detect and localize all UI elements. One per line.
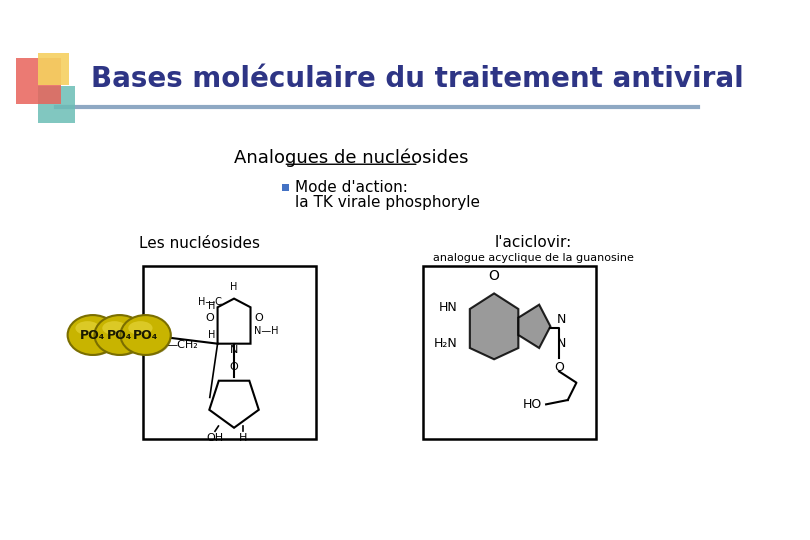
- Ellipse shape: [97, 318, 146, 356]
- Text: Analogues de nucléosides: Analogues de nucléosides: [234, 148, 468, 166]
- Ellipse shape: [123, 318, 172, 356]
- Text: PO₄: PO₄: [80, 328, 105, 341]
- Text: Les nucléosides: Les nucléosides: [139, 237, 260, 252]
- Text: O: O: [488, 269, 500, 283]
- Polygon shape: [470, 293, 518, 359]
- FancyBboxPatch shape: [282, 184, 288, 191]
- FancyBboxPatch shape: [143, 266, 317, 439]
- Text: O: O: [254, 313, 262, 323]
- Polygon shape: [518, 305, 551, 348]
- Text: PO₄: PO₄: [133, 328, 158, 341]
- Text: HN: HN: [439, 301, 458, 314]
- Text: HO: HO: [522, 398, 542, 411]
- Text: N: N: [556, 337, 566, 350]
- Text: OH: OH: [207, 433, 224, 443]
- Text: O: O: [230, 362, 238, 372]
- Text: H—C: H—C: [198, 297, 222, 307]
- Text: H: H: [207, 301, 215, 312]
- Text: H: H: [230, 282, 237, 292]
- Text: Bases moléculaire du traitement antiviral: Bases moléculaire du traitement antivira…: [91, 65, 744, 93]
- Ellipse shape: [128, 321, 152, 335]
- Text: l'aciclovir:: l'aciclovir:: [494, 235, 572, 250]
- Text: N—H: N—H: [254, 326, 279, 336]
- Text: la TK virale phosphoryle: la TK virale phosphoryle: [295, 195, 480, 210]
- FancyBboxPatch shape: [423, 266, 596, 439]
- Text: H: H: [238, 433, 247, 443]
- Text: Mode d'action:: Mode d'action:: [295, 180, 407, 195]
- Text: N: N: [230, 346, 238, 355]
- Text: H₂N: H₂N: [434, 337, 458, 350]
- FancyBboxPatch shape: [38, 86, 75, 123]
- Ellipse shape: [67, 315, 118, 355]
- Text: PO₄: PO₄: [107, 328, 132, 341]
- Text: O: O: [554, 361, 564, 374]
- Ellipse shape: [102, 321, 126, 335]
- FancyBboxPatch shape: [38, 53, 70, 84]
- Text: N: N: [556, 313, 566, 326]
- Text: H: H: [207, 330, 215, 340]
- Text: analogue acyclique de la guanosine: analogue acyclique de la guanosine: [433, 253, 633, 263]
- Ellipse shape: [75, 321, 100, 335]
- Text: —CH₂: —CH₂: [167, 340, 198, 350]
- FancyBboxPatch shape: [15, 58, 61, 104]
- Ellipse shape: [95, 315, 145, 355]
- Ellipse shape: [121, 315, 171, 355]
- Ellipse shape: [70, 318, 119, 356]
- Text: O: O: [206, 313, 214, 323]
